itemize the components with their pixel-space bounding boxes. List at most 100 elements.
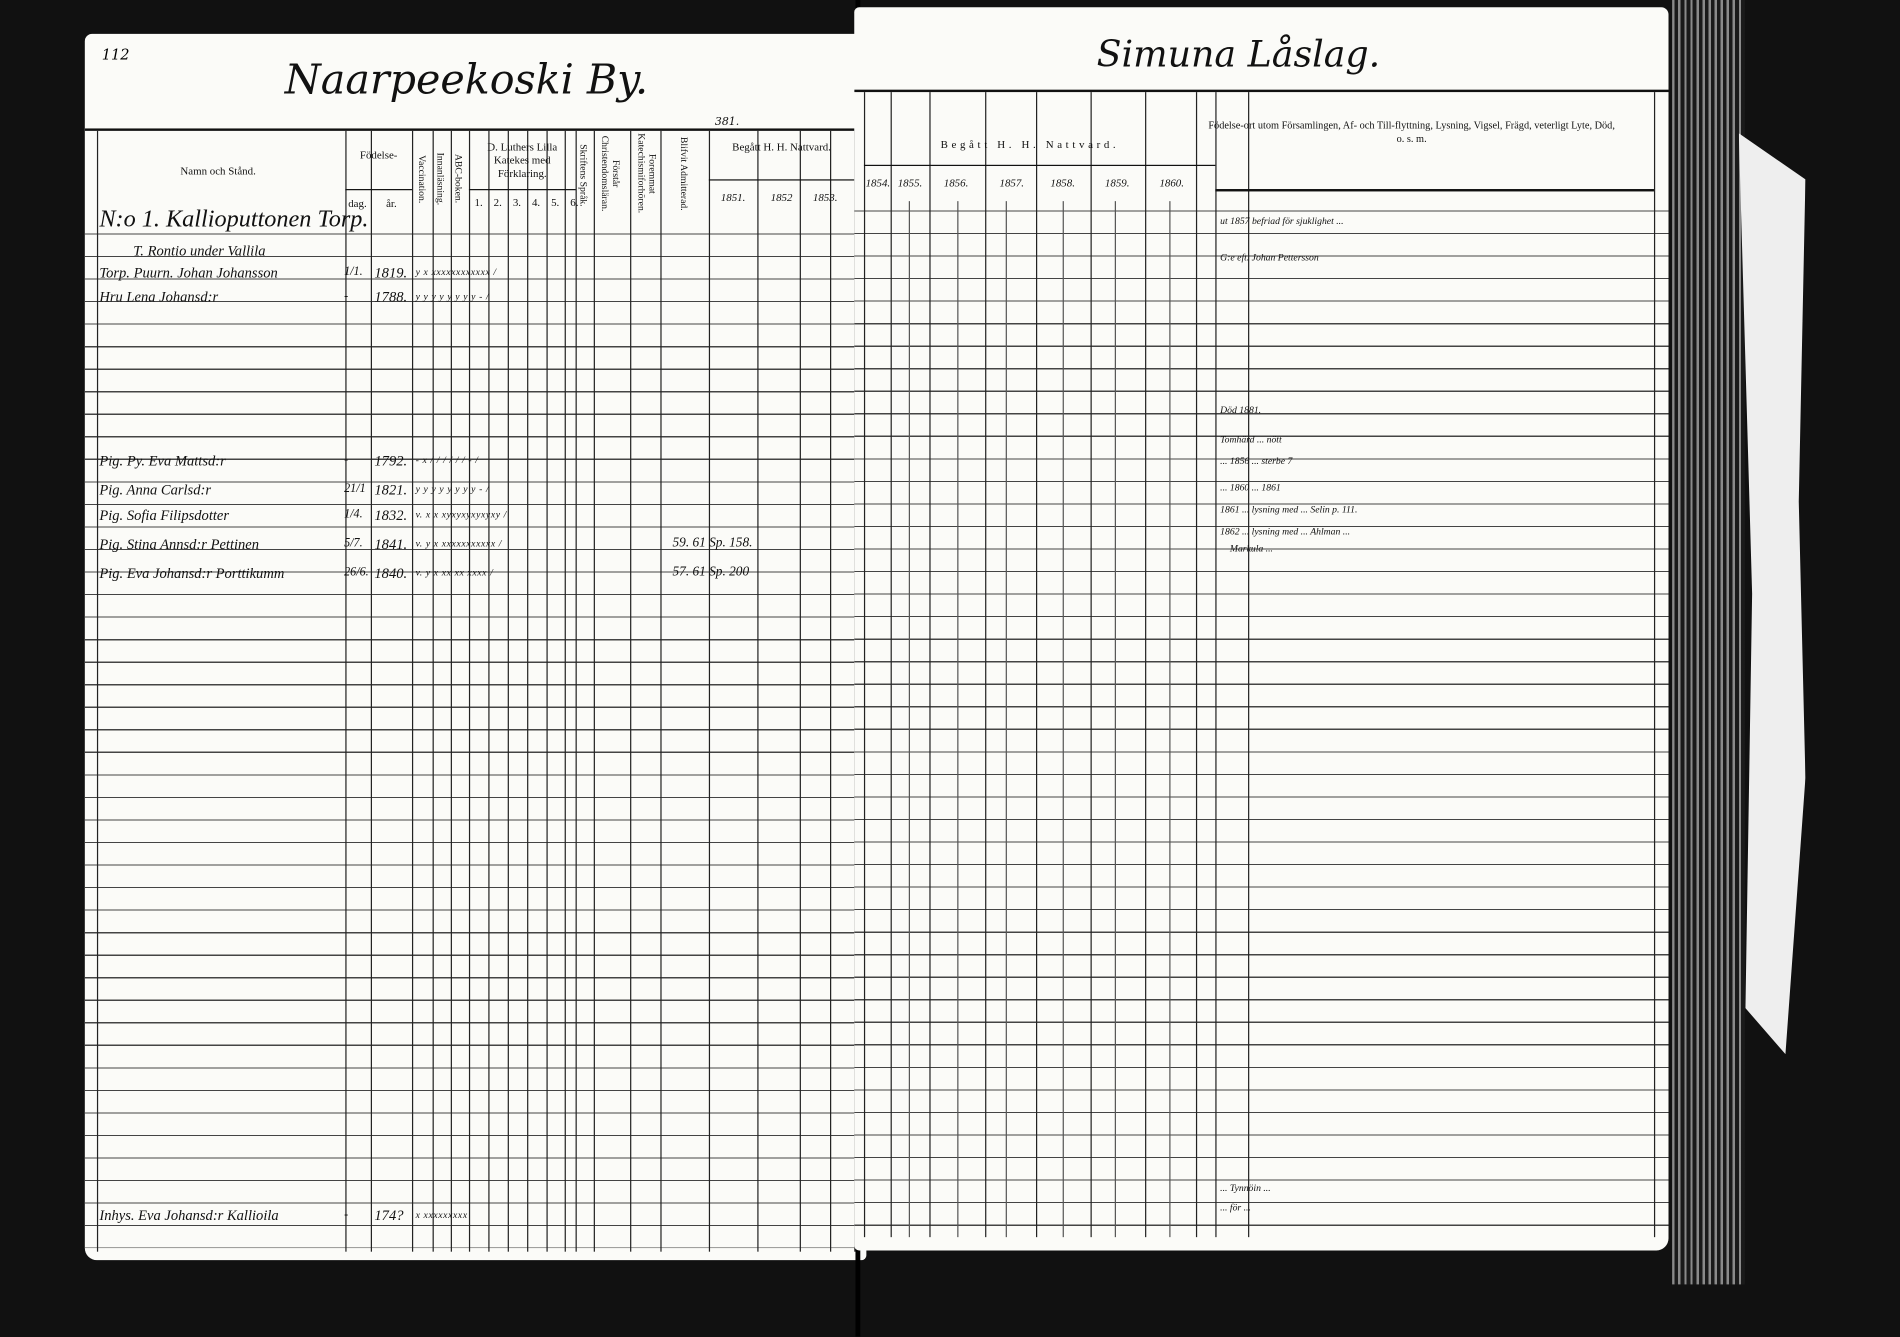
record-birth-year: 1841. (374, 535, 408, 553)
sub-column-divider (1005, 201, 1007, 1238)
record-marks: v. x x xyxyxyxyxyxy / (415, 508, 507, 520)
header-subrule (863, 164, 1216, 167)
column-divider (799, 130, 801, 1252)
column-divider (708, 130, 711, 1252)
luther-part-label: 1. (474, 196, 483, 209)
record-birth-day: 5/7. (344, 536, 363, 551)
record-name: Hru Lena Johansd:r (99, 288, 219, 306)
column-divider (345, 130, 347, 1252)
record-name: T. Rontio under Vallila (133, 242, 266, 260)
column-divider (450, 130, 452, 1252)
remark-entry: 1861 ... lysning med ... Selin p. 111. (1220, 504, 1358, 515)
year-header: 1852 (770, 191, 793, 204)
year-header: 1860. (1159, 176, 1184, 190)
record-extra: 59. 61 Sp. 158. (672, 535, 753, 551)
column-divider (370, 130, 372, 1252)
header-luther: D. Luthers Lilla Katekes med Förklaring. (487, 140, 558, 180)
record-birth-day: - (344, 289, 349, 303)
ruled-lines (84, 212, 867, 1249)
header-blifvit: Blifvit Admitterad. (678, 136, 690, 211)
header-forstar: Förstår Christendomsläran. (599, 135, 622, 212)
column-divider (1036, 92, 1038, 1238)
header-skriftens: Skriftens Språk. (577, 144, 589, 207)
luther-part-label: 3. (512, 196, 521, 209)
header-birth: Födelse- (359, 149, 398, 162)
column-divider (96, 130, 99, 1252)
column-divider (929, 92, 931, 1238)
header-nattvard: Begått H. H. Nattvard. (732, 140, 831, 153)
header-birth-day: dag. (348, 197, 367, 210)
sub-column-divider (1114, 201, 1116, 1238)
record-birth-year: 1821. (374, 481, 408, 499)
column-divider (468, 130, 471, 1252)
column-divider (411, 130, 414, 1252)
column-divider (507, 130, 509, 1252)
year-header: 1854. (865, 176, 891, 190)
header-birth-year: år. (386, 197, 397, 210)
column-divider (830, 130, 832, 1252)
remark-entry: ... för ... (1220, 1202, 1251, 1213)
header-abc: ABC-boken. (453, 154, 465, 204)
record-marks: y y y y y y y y - / (415, 483, 490, 495)
record-birth-day: - (344, 1208, 349, 1222)
year-header: 1857. (999, 176, 1025, 190)
sub-column-divider (1062, 201, 1064, 1238)
remark-entry: Markula ... (1229, 542, 1273, 554)
record-birth-year: 1788. (374, 288, 408, 306)
record-birth-day: 1/4. (344, 507, 363, 522)
column-divider (863, 92, 866, 1238)
header-subrule (345, 189, 412, 191)
record-marks: - x / / / / / / - / (415, 454, 479, 466)
column-divider (593, 130, 595, 1252)
remark-entry: Tomhärd ... nött (1220, 433, 1282, 445)
record-name: Pig. Anna Carlsd:r (99, 481, 211, 499)
column-divider (757, 130, 759, 1252)
record-birth-year: 1840. (374, 564, 408, 582)
remark-entry: 1862 ... lysning med ... Ahlman ... (1220, 525, 1351, 537)
record-extra: 57. 61 Sp. 200 (672, 564, 750, 580)
column-divider (1215, 92, 1217, 1238)
sub-column-divider (908, 201, 910, 1238)
remark-entry: ... 1860 ... 1861 (1220, 482, 1281, 494)
record-name: N:o 1. Kallioputtonen Torp. (99, 205, 369, 233)
header-subrule (708, 179, 861, 181)
column-divider (1090, 92, 1092, 1238)
record-birth-day: - (344, 453, 349, 467)
record-birth-year: 1819. (374, 264, 408, 282)
header-subrule (1215, 189, 1654, 192)
column-divider (527, 130, 529, 1252)
year-header: 1851. (720, 191, 746, 204)
farm-title: Simuna Låslag. (1096, 33, 1381, 77)
record-name: Pig. Sofia Filipsdotter (99, 506, 230, 524)
header-top-rule (84, 128, 867, 131)
village-title: Naarpeekoski By. (284, 55, 649, 105)
column-divider (432, 130, 434, 1252)
remark-entry: G:e eft. Johan Pettersson (1220, 252, 1319, 263)
record-marks: v. y x xxxxxxxxxxx / (415, 537, 503, 549)
column-divider (1145, 92, 1147, 1238)
column-divider (660, 130, 662, 1252)
record-birth-day: 1/1. (344, 265, 363, 279)
page-number: 112 (101, 46, 130, 64)
record-birth-year: 1832. (374, 506, 408, 524)
book-page-edges (1672, 0, 1745, 1285)
luther-part-label: 4. (531, 196, 541, 209)
column-divider (564, 130, 566, 1252)
year-header: 1853. (812, 191, 838, 204)
record-birth-year: 174? (374, 1206, 404, 1224)
header-annotation: 381. (714, 116, 740, 129)
remark-entry: ut 1857 befriad för sjuklighet ... (1220, 215, 1344, 227)
sub-column-divider (957, 201, 959, 1238)
column-divider (890, 92, 892, 1238)
luther-part-label: 6. (570, 196, 579, 209)
year-header: 1856. (943, 176, 969, 190)
record-name: Pig. Eva Johansd:r Porttikumm (99, 564, 285, 582)
record-name: Torp. Puurn. Johan Johansson (99, 264, 278, 282)
header-innanlasning: Innanläsning. (435, 152, 446, 205)
header-foremmat: Foremmat Katechismiforhören. (636, 133, 658, 214)
record-name: Pig. Py. Eva Mattsd:r (99, 451, 226, 469)
record-marks: y y y y y y y y - / (415, 290, 490, 302)
remark-entry: Död 1881. (1220, 404, 1262, 416)
luther-part-label: 2. (493, 196, 502, 209)
